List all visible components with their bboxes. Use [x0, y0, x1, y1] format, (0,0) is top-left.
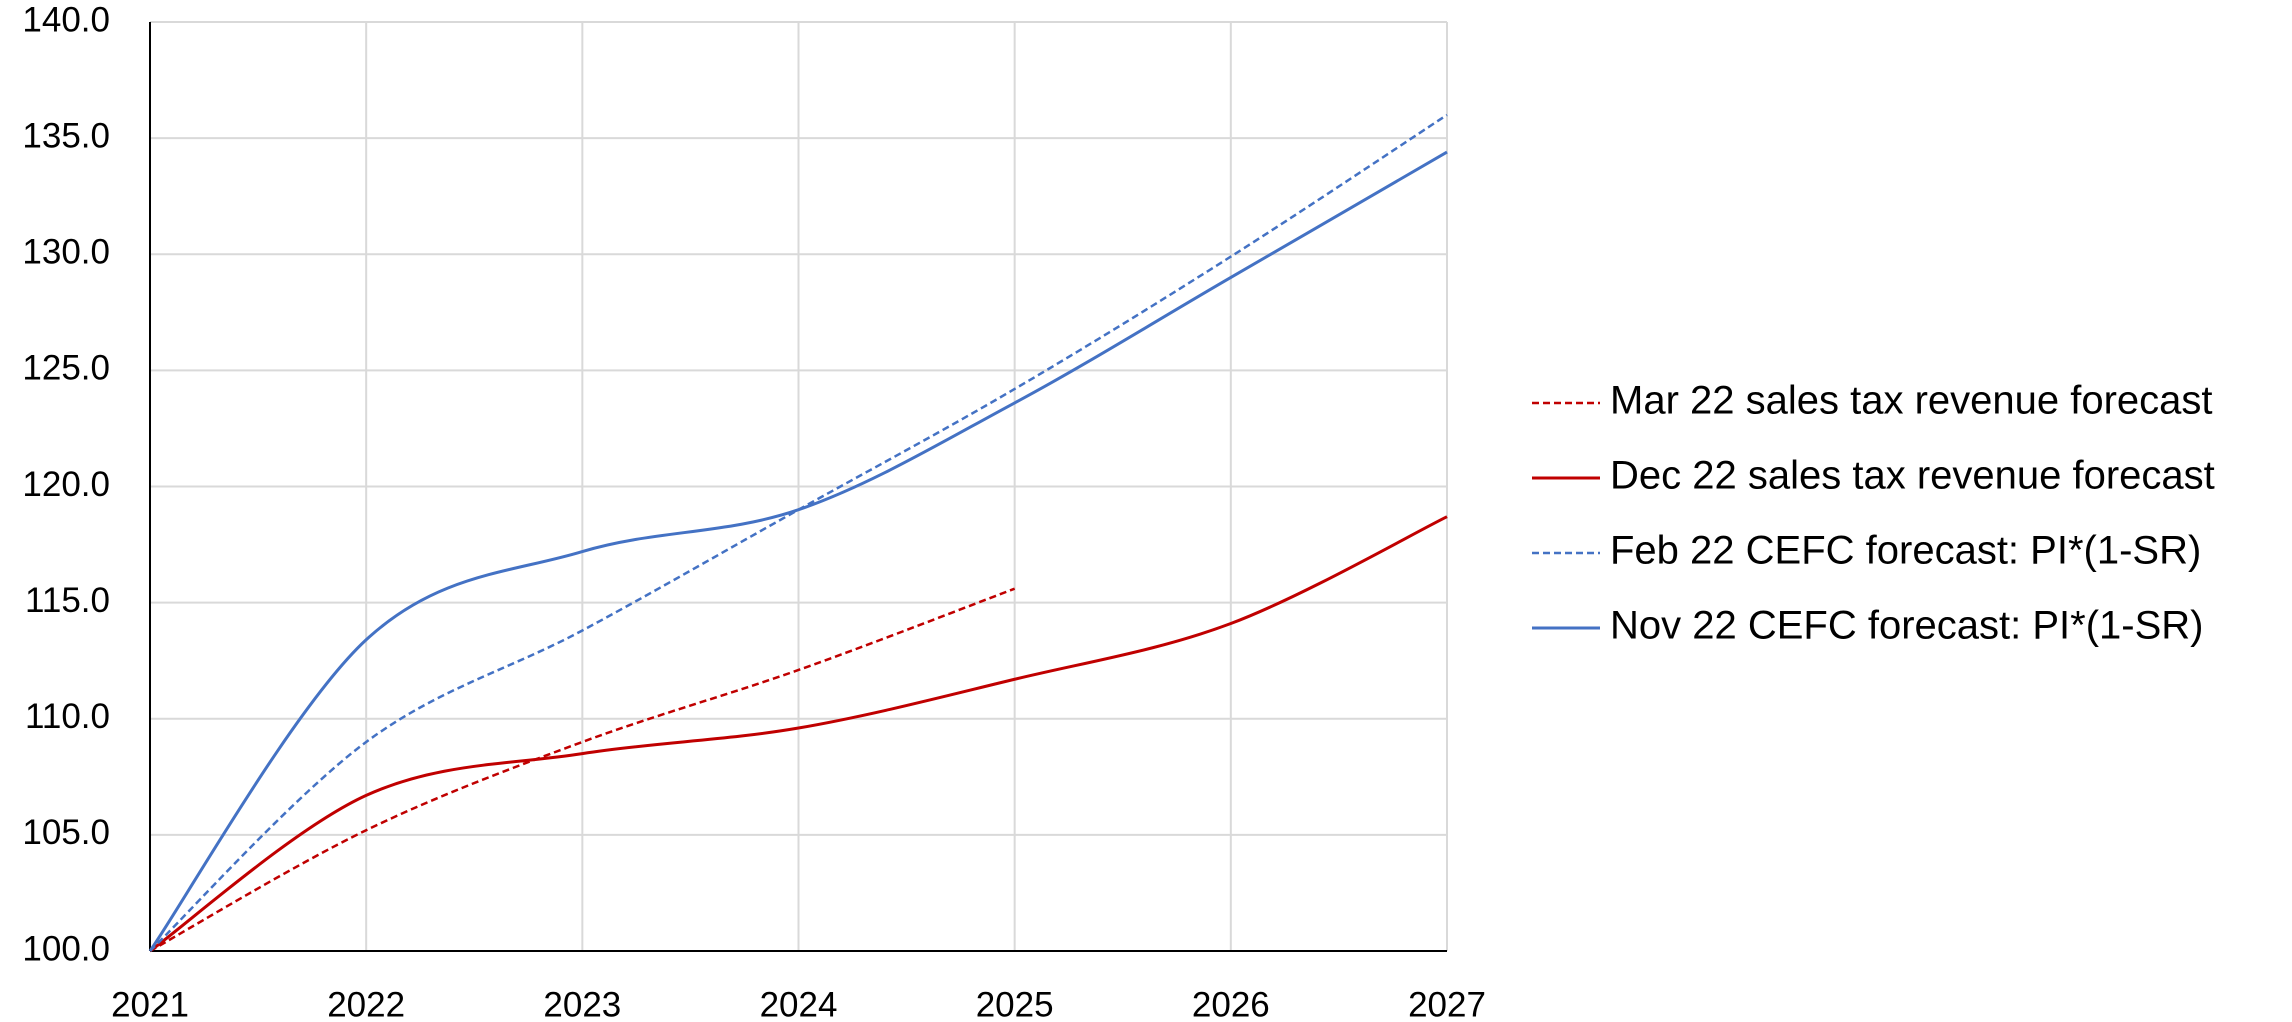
- y-tick-label: 130.0: [22, 233, 110, 272]
- x-tick-label: 2025: [976, 985, 1054, 1022]
- x-tick-label: 2027: [1408, 985, 1486, 1022]
- y-tick-label: 115.0: [25, 581, 110, 620]
- y-tick-label: 125.0: [22, 349, 110, 388]
- x-tick-label: 2024: [760, 985, 838, 1022]
- y-tick-label: 120.0: [22, 465, 110, 504]
- legend-label: Dec 22 sales tax revenue forecast: [1610, 454, 2215, 498]
- x-tick-label: 2022: [327, 985, 405, 1022]
- legend-label: Feb 22 CEFC forecast: PI*(1-SR): [1610, 529, 2201, 573]
- x-tick-label: 2026: [1192, 985, 1270, 1022]
- legend-label: Nov 22 CEFC forecast: PI*(1-SR): [1610, 604, 2204, 648]
- x-tick-label: 2021: [111, 985, 189, 1022]
- y-tick-label: 100.0: [22, 929, 110, 968]
- series-line: [148, 150, 1448, 952]
- y-tick-label: 105.0: [22, 813, 110, 852]
- series-line: [149, 515, 1448, 953]
- y-tick-label: 135.0: [22, 116, 110, 155]
- legend-label: Mar 22 sales tax revenue forecast: [1610, 379, 2213, 423]
- y-tick-label: 140.0: [22, 0, 110, 39]
- x-tick-label: 2023: [543, 985, 621, 1022]
- y-tick-label: 110.0: [25, 697, 110, 736]
